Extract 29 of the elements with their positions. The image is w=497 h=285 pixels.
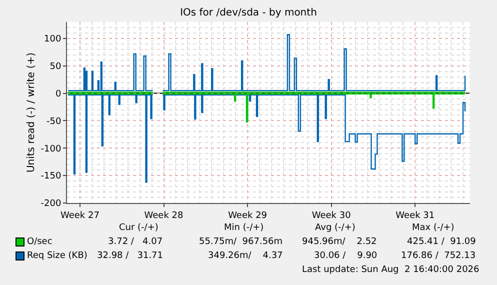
x-tick-label: Week 31 <box>396 210 435 221</box>
text: 349.26m/ 4.37 <box>208 251 283 261</box>
legend-label: O/sec <box>27 237 52 247</box>
text: 32.98 / 31.71 <box>97 251 164 261</box>
y-tick-label: 50 <box>50 62 62 72</box>
chart-title: IOs for /dev/sda - by month <box>180 8 317 18</box>
text: Max (-/+) <box>412 223 454 233</box>
y-tick-label: -50 <box>46 116 62 127</box>
text: Last update: Sun Aug 2 16:40:00 2026 <box>302 265 480 275</box>
text: 30.06 / 9.90 <box>314 251 378 261</box>
x-tick-label: Week 28 <box>144 210 184 221</box>
text: 176.86 / 752.13 <box>401 251 476 261</box>
text: Avg (-/+) <box>315 223 356 233</box>
x-tick-label: Week 30 <box>312 210 352 221</box>
text: 945.96m/ 2.52 <box>302 237 377 247</box>
y-tick-label: -150 <box>40 172 62 182</box>
text: Cur (-/+) <box>119 223 158 233</box>
legend-label: Req Size (KB) <box>27 251 88 261</box>
x-tick-label: Week 29 <box>228 210 268 221</box>
y-tick-label: -100 <box>40 144 62 154</box>
text: 55.75m/ 967.56m <box>199 237 283 247</box>
text: Min (-/+) <box>224 223 264 233</box>
y-axis-title: Units read (-) / write (+) <box>26 52 37 173</box>
y-tick-label: 100 <box>44 34 62 45</box>
text: 425.41 / 91.09 <box>407 237 476 247</box>
x-tick-label: Week 27 <box>60 210 100 221</box>
y-tick-label: -200 <box>40 199 62 210</box>
y-tick-label: 0 <box>55 89 62 100</box>
text: 3.72 / 4.07 <box>108 237 163 247</box>
